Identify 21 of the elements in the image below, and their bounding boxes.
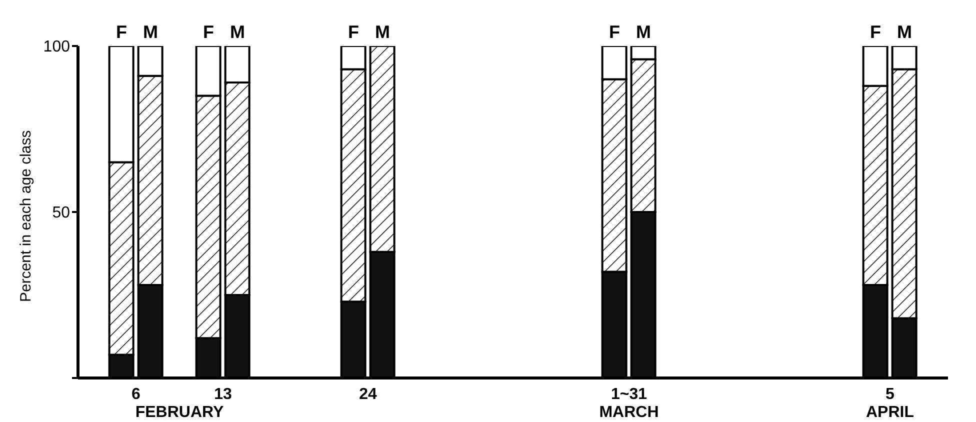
text: 1~31 <box>610 386 648 403</box>
y-tick-label: 100 <box>43 38 70 56</box>
x-tick-label: F <box>203 22 214 42</box>
x-tick-label: M <box>375 22 390 42</box>
y-axis-title: Percent in each age class <box>17 130 34 302</box>
x-tick-label: M <box>636 22 651 42</box>
text: FEBRUARY <box>135 404 224 421</box>
x-tick-label: M <box>143 22 158 42</box>
text: APRIL <box>866 404 914 421</box>
text: 24 <box>359 386 377 403</box>
y-tick-label: 50 <box>52 204 70 222</box>
x-tick-label: F <box>609 22 620 42</box>
text: MARCH <box>599 404 659 421</box>
x-tick-label: F <box>116 22 127 42</box>
text: 13 <box>214 386 232 403</box>
x-tick-label: M <box>230 22 245 42</box>
x-tick-label: F <box>348 22 359 42</box>
text: 6 <box>132 386 141 403</box>
x-tick-label: F <box>870 22 881 42</box>
text: 5 <box>886 386 895 403</box>
x-tick-label: M <box>897 22 912 42</box>
